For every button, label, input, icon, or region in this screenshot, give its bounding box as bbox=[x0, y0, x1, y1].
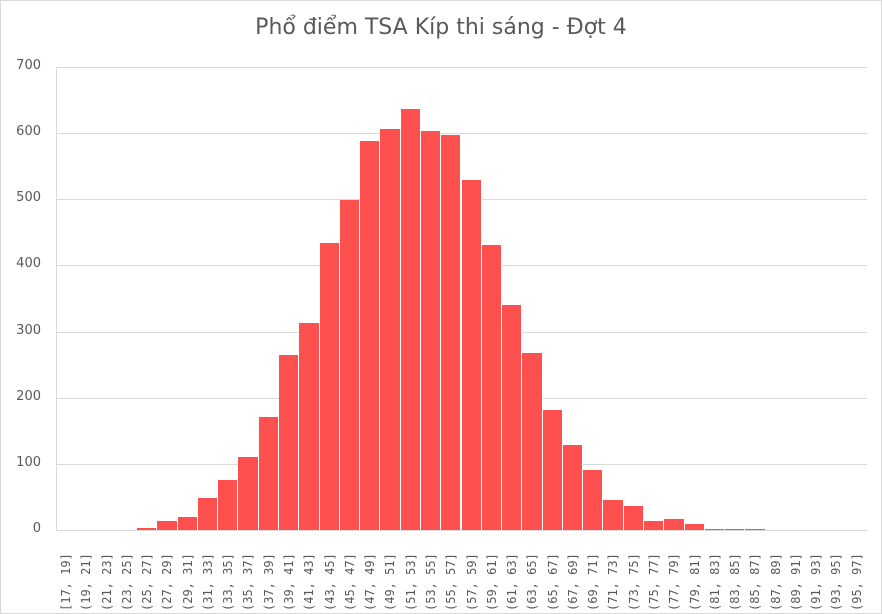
bar bbox=[400, 109, 421, 530]
x-tick-label: (79, 81] bbox=[687, 553, 702, 611]
gridline bbox=[56, 530, 867, 531]
y-tick-label: 400 bbox=[16, 256, 41, 272]
x-tick-label: (35, 37] bbox=[241, 553, 256, 611]
x-tick-label: (63, 65] bbox=[525, 553, 540, 611]
x-tick-label: (39, 41] bbox=[282, 553, 297, 611]
bar bbox=[745, 528, 766, 530]
x-tick-label: (65, 67] bbox=[545, 553, 560, 611]
x-tick-label: (49, 51] bbox=[383, 553, 398, 611]
x-tick-label: (53, 55] bbox=[423, 553, 438, 611]
y-tick-label: 700 bbox=[16, 58, 41, 73]
x-tick-label: (19, 21] bbox=[79, 553, 94, 611]
x-tick-label: (71, 73] bbox=[606, 553, 621, 611]
x-tick-label: (77, 79] bbox=[667, 553, 682, 611]
bar bbox=[339, 199, 361, 530]
y-tick-label: 200 bbox=[16, 388, 41, 404]
x-tick-label: (33, 35] bbox=[221, 553, 236, 611]
x-tick-label: (25, 27] bbox=[140, 553, 155, 611]
bar bbox=[704, 528, 726, 530]
bar bbox=[319, 242, 340, 530]
x-tick-label: (85, 87] bbox=[748, 553, 763, 611]
bar bbox=[380, 129, 401, 530]
bar bbox=[299, 322, 320, 530]
bar bbox=[542, 410, 563, 530]
x-tick-label: (91, 93] bbox=[809, 553, 824, 611]
x-tick-label: (31, 33] bbox=[200, 553, 215, 611]
x-tick-label: (81, 83] bbox=[707, 553, 722, 611]
bar bbox=[664, 518, 685, 530]
bar bbox=[643, 521, 665, 530]
x-tick-label: (21, 23] bbox=[99, 553, 114, 611]
x-tick-label: (93, 95] bbox=[829, 553, 844, 611]
gridline bbox=[56, 133, 867, 135]
bar bbox=[137, 528, 158, 530]
bar bbox=[583, 469, 604, 530]
bar bbox=[420, 131, 442, 530]
x-tick-label: (29, 31] bbox=[180, 553, 195, 611]
x-tick-label: (43, 45] bbox=[322, 553, 337, 611]
bar bbox=[684, 524, 705, 530]
y-tick-label: 0 bbox=[32, 521, 41, 536]
x-tick-label: (67, 69] bbox=[565, 553, 580, 611]
x-tick-label: (61, 63] bbox=[505, 553, 520, 611]
x-tick-label: (59, 61] bbox=[484, 553, 499, 611]
bar bbox=[725, 528, 746, 530]
x-tick-label: (27, 29] bbox=[160, 553, 175, 611]
y-tick-label: 300 bbox=[16, 322, 41, 338]
bar bbox=[441, 135, 462, 530]
plot-area bbox=[56, 67, 867, 531]
x-tick-label: [17, 19] bbox=[59, 553, 73, 611]
x-tick-label: (57, 59] bbox=[464, 553, 479, 611]
bar bbox=[360, 141, 381, 530]
bar bbox=[218, 479, 239, 530]
y-tick-label: 600 bbox=[16, 124, 41, 140]
bar bbox=[562, 444, 584, 530]
x-tick-label: (45, 47] bbox=[342, 553, 357, 611]
x-tick-label: (37, 39] bbox=[261, 553, 276, 611]
gridline bbox=[56, 67, 867, 68]
x-tick-label: (73, 75] bbox=[626, 553, 641, 611]
bar bbox=[177, 516, 198, 530]
bar bbox=[623, 505, 644, 530]
x-tick-label: (75, 77] bbox=[646, 553, 661, 611]
y-tick-label: 100 bbox=[16, 454, 41, 470]
bar bbox=[279, 354, 300, 530]
x-tick-label: (89, 91] bbox=[788, 553, 803, 611]
bar bbox=[603, 499, 624, 530]
x-tick-label: (83, 85] bbox=[728, 553, 743, 611]
bar bbox=[238, 457, 259, 530]
x-tick-label: (51, 53] bbox=[403, 553, 418, 611]
x-tick-label: (41, 43] bbox=[302, 553, 317, 611]
chart-title: Phổ điểm TSA Kíp thi sáng - Đợt 4 bbox=[255, 15, 627, 40]
bar bbox=[502, 305, 523, 530]
y-tick-label: 500 bbox=[16, 190, 41, 206]
x-tick-label: (23, 25] bbox=[119, 553, 134, 611]
x-tick-label: (47, 49] bbox=[363, 553, 378, 611]
x-tick-label: (69, 71] bbox=[586, 553, 601, 611]
bar bbox=[522, 352, 543, 530]
x-tick-label: (55, 57] bbox=[444, 553, 459, 611]
x-tick-label: (95, 97] bbox=[849, 553, 864, 611]
x-tick-label: (87, 89] bbox=[768, 553, 783, 611]
bar bbox=[481, 244, 503, 530]
bar bbox=[461, 180, 482, 530]
bar bbox=[258, 416, 280, 530]
bar bbox=[157, 521, 178, 530]
bar bbox=[197, 498, 219, 530]
y-axis-line bbox=[56, 67, 57, 530]
